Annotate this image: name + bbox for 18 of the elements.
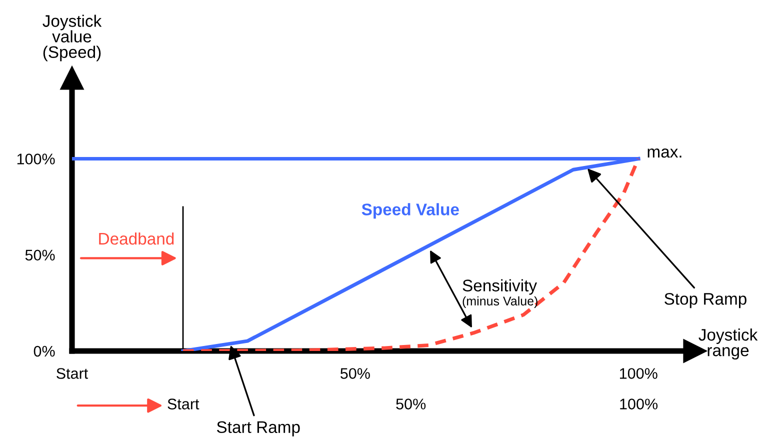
y-tick-label: 50%	[25, 250, 55, 261]
annotation: Stop Ramp	[664, 292, 746, 308]
annotation: max.	[648, 148, 682, 158]
ref-line-label: Deadband	[99, 232, 174, 245]
x-tick-label: 100%	[620, 368, 658, 379]
annotation: (minus Value)	[462, 296, 538, 308]
x2-tick-label: 100%	[620, 398, 658, 410]
annotation: Start Ramp	[216, 421, 300, 436]
x-tick-label: Start	[56, 368, 88, 379]
y-axis-title: Joystick value (Speed)	[42, 14, 102, 62]
annotation: Sensitivity	[462, 279, 537, 295]
x2-tick-label: Start	[168, 398, 200, 410]
x-axis-title: Joystick range	[698, 328, 758, 360]
y-tick-label: 100%	[17, 154, 55, 164]
x-tick-label: 50%	[340, 368, 370, 379]
y-tick-label: 0%	[34, 346, 55, 357]
series-label: Speed Value	[362, 203, 459, 219]
x2-tick-label: 50%	[396, 398, 426, 410]
